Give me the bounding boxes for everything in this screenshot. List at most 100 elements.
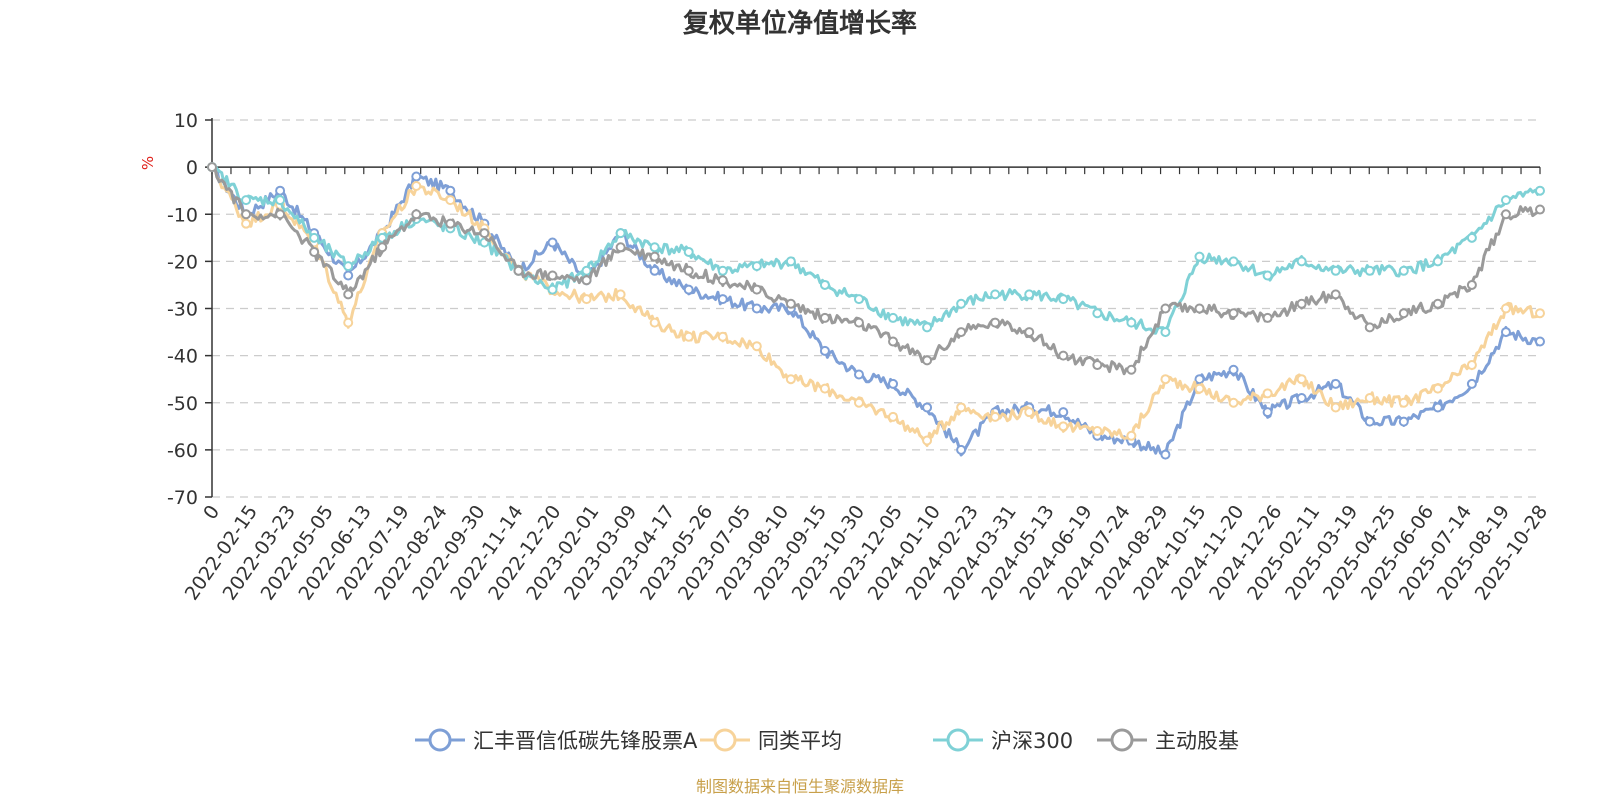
series-marker[interactable] [888,411,899,422]
series-marker[interactable] [1398,265,1409,276]
series-marker[interactable] [343,270,354,281]
series-marker[interactable] [956,402,967,413]
series-marker[interactable] [1364,265,1375,276]
series-marker[interactable] [1160,327,1171,338]
series-marker[interactable] [275,209,286,220]
series-marker[interactable] [1364,416,1375,427]
series-line[interactable] [210,163,1542,335]
series-marker[interactable] [275,185,286,196]
series-marker[interactable] [411,171,422,182]
series-marker[interactable] [1024,327,1035,338]
series-marker[interactable] [683,284,694,295]
series-marker[interactable] [1092,360,1103,371]
legend[interactable]: 汇丰晋信低碳先锋股票A 同类平均 沪深300 主动股基 [415,728,1239,753]
legend-item[interactable]: 沪深300 [933,728,1073,753]
series-marker[interactable] [1296,256,1307,267]
series-marker[interactable] [785,256,796,267]
series-marker[interactable] [717,294,728,305]
series-marker[interactable] [1024,289,1035,300]
series-marker[interactable] [922,322,933,333]
series-marker[interactable] [649,317,660,328]
series-marker[interactable] [1466,360,1477,371]
series-line[interactable] [211,165,1542,447]
series-marker[interactable] [1500,209,1511,220]
series-marker[interactable] [922,355,933,366]
series-marker[interactable] [1398,416,1409,427]
series-marker[interactable] [1500,327,1511,338]
series-marker[interactable] [990,411,1001,422]
series-marker[interactable] [1092,426,1103,437]
series-marker[interactable] [615,289,626,300]
series-marker[interactable] [615,228,626,239]
series-marker[interactable] [1194,383,1205,394]
series-marker[interactable] [1126,317,1137,328]
series-marker[interactable] [683,246,694,257]
series-marker[interactable] [343,261,354,272]
series-marker[interactable] [717,331,728,342]
series-marker[interactable] [819,383,830,394]
series-marker[interactable] [1058,407,1069,418]
series-marker[interactable] [853,294,864,305]
legend-item[interactable]: 主动股基 [1097,728,1239,753]
series-marker[interactable] [1160,303,1171,314]
series-marker[interactable] [956,444,967,455]
series-marker[interactable] [853,317,864,328]
series-marker[interactable] [241,195,252,206]
series-marker[interactable] [956,327,967,338]
series-marker[interactable] [1432,402,1443,413]
series-marker[interactable] [207,162,217,173]
series-marker[interactable] [1262,270,1273,281]
series-marker[interactable] [853,397,864,408]
series-marker[interactable] [411,180,422,191]
series-marker[interactable] [241,218,252,229]
series-marker[interactable] [751,261,762,272]
series-marker[interactable] [547,237,558,248]
series-marker[interactable] [888,312,899,323]
series-marker[interactable] [717,265,728,276]
series-marker[interactable] [1364,393,1375,404]
series-marker[interactable] [479,228,490,239]
series-marker[interactable] [922,435,933,446]
series-marker[interactable] [888,336,899,347]
series-marker[interactable] [785,298,796,309]
series-marker[interactable] [445,218,456,229]
series-marker[interactable] [241,209,252,220]
series-marker[interactable] [1398,308,1409,319]
series-marker[interactable] [1535,336,1545,347]
series-marker[interactable] [1194,374,1205,385]
series-marker[interactable] [1466,378,1477,389]
series-marker[interactable] [1058,421,1069,432]
series-marker[interactable] [649,242,660,253]
series-marker[interactable] [1194,251,1205,262]
series-marker[interactable] [1432,256,1443,267]
series-marker[interactable] [1160,374,1171,385]
series-marker[interactable] [1228,364,1239,375]
series-marker[interactable] [1500,303,1511,314]
series-marker[interactable] [888,378,899,389]
series-marker[interactable] [1262,312,1273,323]
series-marker[interactable] [853,369,864,380]
series-marker[interactable] [1364,322,1375,333]
series-marker[interactable] [1058,294,1069,305]
series-marker[interactable] [1535,308,1545,319]
series-marker[interactable] [956,298,967,309]
series-marker[interactable] [581,265,592,276]
series-marker[interactable] [1535,185,1545,196]
series-marker[interactable] [1228,308,1239,319]
series-marker[interactable] [819,279,830,290]
series-marker[interactable] [819,312,830,323]
series-marker[interactable] [683,331,694,342]
series-marker[interactable] [649,251,660,262]
series-marker[interactable] [717,275,728,286]
series-marker[interactable] [1024,407,1035,418]
series-marker[interactable] [615,242,626,253]
series-marker[interactable] [581,275,592,286]
series-marker[interactable] [1466,232,1477,243]
series-marker[interactable] [1194,303,1205,314]
series-marker[interactable] [785,374,796,385]
series-marker[interactable] [990,289,1001,300]
series-marker[interactable] [1432,298,1443,309]
series-marker[interactable] [1058,350,1069,361]
series-marker[interactable] [377,242,388,253]
series-marker[interactable] [1500,195,1511,206]
